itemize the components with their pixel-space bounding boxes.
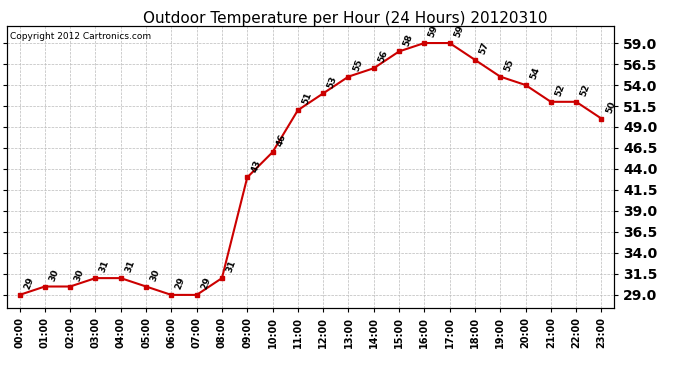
Text: 31: 31: [98, 259, 111, 274]
Text: 43: 43: [250, 158, 263, 173]
Text: 29: 29: [199, 276, 213, 291]
Text: 30: 30: [73, 268, 86, 282]
Text: 30: 30: [149, 268, 161, 282]
Text: Copyright 2012 Cartronics.com: Copyright 2012 Cartronics.com: [10, 32, 151, 41]
Text: 50: 50: [604, 100, 617, 114]
Text: 31: 31: [225, 259, 237, 274]
Text: Outdoor Temperature per Hour (24 Hours) 20120310: Outdoor Temperature per Hour (24 Hours) …: [143, 11, 547, 26]
Text: 29: 29: [174, 276, 187, 291]
Text: 29: 29: [22, 276, 35, 291]
Text: 52: 52: [579, 83, 591, 98]
Text: 55: 55: [503, 58, 515, 72]
Text: 30: 30: [48, 268, 60, 282]
Text: 59: 59: [453, 24, 465, 39]
Text: 58: 58: [402, 33, 415, 47]
Text: 51: 51: [301, 91, 313, 106]
Text: 56: 56: [377, 49, 389, 64]
Text: 55: 55: [351, 58, 364, 72]
Text: 59: 59: [427, 24, 440, 39]
Text: 54: 54: [529, 66, 541, 81]
Text: 57: 57: [477, 41, 491, 56]
Text: 52: 52: [553, 83, 566, 98]
Text: 46: 46: [275, 133, 288, 148]
Text: 31: 31: [124, 259, 136, 274]
Text: 53: 53: [326, 74, 339, 89]
